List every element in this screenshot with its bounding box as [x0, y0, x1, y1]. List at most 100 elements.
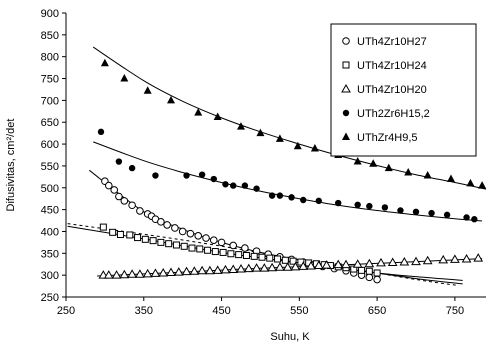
data-point — [229, 241, 238, 250]
data-point — [250, 252, 258, 260]
y-tick-label: 350 — [41, 248, 59, 260]
data-point — [211, 248, 219, 256]
data-point — [128, 201, 136, 210]
data-point — [275, 134, 284, 142]
data-point — [352, 259, 363, 268]
legend-label-1: UTh4Zr10H27 — [357, 36, 427, 48]
data-point — [127, 269, 137, 278]
data-point — [210, 175, 217, 183]
data-point — [376, 257, 386, 267]
data-point — [213, 112, 222, 120]
data-point — [259, 263, 270, 272]
y-tick-label: 450 — [41, 205, 59, 217]
data-point — [186, 229, 195, 238]
data-point — [276, 192, 284, 199]
data-point — [219, 248, 227, 256]
data-point — [194, 232, 203, 240]
data-point — [399, 257, 410, 266]
legend: UTh4Zr10H27 UTh4Zr10H24 UTh4Zr10H20 UTh2Zr6… — [330, 23, 477, 157]
data-point — [243, 263, 254, 273]
data-point — [205, 265, 215, 275]
x-tick-label: 350 — [135, 305, 153, 317]
series-4-points — [97, 128, 478, 223]
y-axis-label: Difusivitas, cm²/det — [5, 119, 17, 212]
data-point — [212, 265, 223, 274]
data-point — [365, 273, 374, 282]
data-point — [100, 58, 109, 67]
data-point — [412, 208, 420, 215]
data-point — [157, 238, 165, 246]
data-point — [463, 214, 470, 221]
data-point — [450, 254, 460, 263]
data-point — [282, 262, 293, 271]
y-tick-label: 500 — [41, 183, 59, 195]
fit-curve-4 — [93, 141, 483, 222]
data-point — [204, 246, 212, 254]
data-point — [181, 266, 192, 276]
data-point — [266, 254, 274, 262]
data-point — [315, 197, 322, 205]
data-point — [268, 192, 276, 199]
data-point — [165, 240, 173, 248]
data-point — [149, 237, 157, 245]
data-point — [120, 197, 129, 205]
data-point — [365, 267, 373, 275]
data-point — [256, 128, 265, 137]
data-point — [253, 185, 260, 192]
data-point — [471, 216, 478, 223]
data-point — [111, 270, 122, 279]
data-point — [222, 181, 229, 188]
legend-box — [330, 23, 477, 157]
data-point — [120, 74, 129, 82]
x-tick-label: 550 — [290, 305, 308, 317]
y-tick-label: 300 — [41, 270, 59, 282]
data-point — [404, 167, 413, 176]
series-2-points — [99, 223, 381, 277]
data-point — [183, 172, 190, 179]
data-point — [236, 264, 246, 273]
legend-label-5: UThZr4H9,5 — [357, 132, 418, 144]
data-point — [242, 251, 250, 259]
x-axis-label: Suhu, K — [270, 331, 310, 343]
data-point — [109, 228, 117, 236]
data-point — [167, 95, 175, 104]
data-point — [373, 269, 381, 277]
y-tick-label: 600 — [41, 139, 59, 151]
data-point — [438, 254, 449, 264]
data-point — [152, 172, 159, 179]
data-point — [428, 209, 435, 217]
legend-marker-5 — [342, 132, 350, 140]
x-tick-label: 450 — [212, 305, 230, 317]
data-point — [220, 264, 231, 274]
legend-marker-1 — [342, 37, 350, 45]
data-point — [290, 261, 301, 271]
x-tick-label: 250 — [57, 305, 75, 317]
data-point — [411, 256, 421, 266]
data-point — [115, 192, 123, 201]
data-point — [289, 257, 297, 265]
data-point — [447, 174, 455, 183]
plot-frame — [65, 13, 486, 298]
data-point — [142, 268, 153, 278]
data-point — [275, 262, 285, 271]
data-point — [197, 265, 207, 275]
data-point — [116, 231, 124, 239]
data-point — [135, 269, 145, 278]
data-point — [217, 238, 226, 247]
data-point — [171, 224, 179, 232]
data-point — [198, 171, 206, 178]
legend-marker-2 — [342, 61, 350, 69]
fit-curve-1 — [88, 169, 463, 285]
y-tick-label: 900 — [41, 8, 59, 20]
data-point — [366, 202, 373, 210]
data-point — [267, 262, 277, 272]
data-point — [461, 253, 472, 263]
data-point — [313, 260, 324, 270]
data-point — [369, 159, 378, 167]
y-tick-label: 400 — [41, 226, 59, 238]
data-point — [158, 267, 169, 277]
legend-label-2: UTh4Zr10H24 — [357, 60, 427, 72]
y-tick-label: 800 — [41, 52, 59, 64]
data-point — [227, 250, 235, 258]
data-point — [297, 258, 305, 266]
